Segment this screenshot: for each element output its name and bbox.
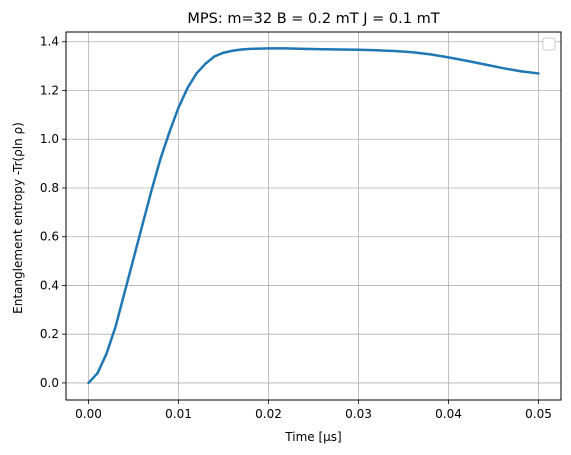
plot-frame — [65, 31, 562, 401]
y-tick-label: 0.0 — [40, 376, 59, 390]
series-layer — [87, 47, 540, 385]
y-tick-label: 0.8 — [40, 181, 59, 195]
ticks: 0.00 0.01 0.02 0.03 0.04 0.05 0.0 0.2 0.4 0.6 0.8 1… — [40, 35, 552, 421]
y-axis-label: Entanglement entropy -Tr(ρln ρ) — [11, 122, 25, 314]
y-tick-label: 1.4 — [40, 35, 59, 49]
x-tick-label: 0.05 — [525, 407, 552, 421]
x-tick-label: 0.02 — [255, 407, 282, 421]
chart-title: MPS: m=32 B = 0.2 mT J = 0.1 mT — [187, 11, 439, 27]
x-tick-label: 0.00 — [75, 407, 102, 421]
y-tick-label: 1.0 — [40, 132, 59, 146]
y-tick-label: 0.2 — [40, 327, 59, 341]
y-tick-label: 1.2 — [40, 83, 59, 97]
legend-handle — [542, 37, 556, 51]
y-tick-label: 0.4 — [40, 278, 59, 292]
x-tick-label: 0.04 — [435, 407, 462, 421]
x-axis-label: Time [μs] — [284, 430, 341, 444]
grid — [66, 32, 561, 400]
series-line — [87, 47, 540, 385]
y-tick-label: 0.6 — [40, 230, 59, 244]
x-tick-label: 0.03 — [345, 407, 372, 421]
legend — [542, 37, 556, 51]
x-tick-label: 0.01 — [165, 407, 192, 421]
